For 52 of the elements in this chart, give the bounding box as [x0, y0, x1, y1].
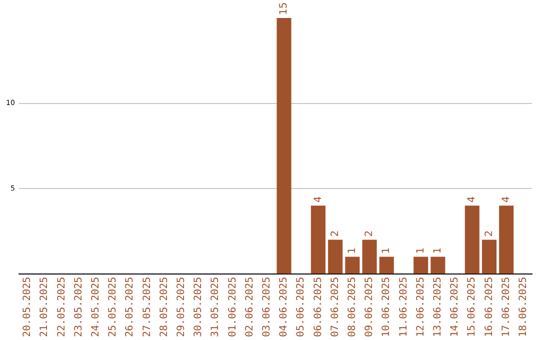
data-label: 1: [381, 247, 392, 254]
x-tick-label: 11.06.2025: [398, 276, 410, 338]
data-label: 1: [415, 247, 426, 254]
bar: [379, 256, 394, 274]
x-tick-label: 05.06.2025: [296, 276, 307, 338]
x-tick-label: 29.05.2025: [176, 276, 187, 338]
x-tick-label: 07.06.2025: [330, 276, 341, 338]
data-label: 4: [500, 196, 512, 203]
x-tick-label: 06.06.2025: [312, 276, 324, 338]
x-tick-label: 16.06.2025: [484, 276, 495, 338]
x-tick-label: 28.05.2025: [158, 276, 170, 338]
x-tick-label: 15.06.2025: [466, 276, 478, 338]
x-tick-label: 23.05.2025: [73, 276, 84, 338]
x-tick-label: 30.05.2025: [193, 276, 204, 338]
x-tick-label: 21.05.2025: [39, 276, 50, 338]
x-tick-label: 04.06.2025: [278, 276, 290, 338]
data-label: 1: [347, 247, 358, 254]
bar: [430, 256, 446, 274]
bar: [276, 18, 292, 274]
x-tick-label: 31.05.2025: [210, 276, 222, 338]
x-tick-label: 12.06.2025: [415, 276, 426, 338]
data-label: 15: [278, 2, 290, 15]
bar: [499, 206, 514, 274]
x-tick-label: 10.06.2025: [381, 276, 392, 338]
x-tick-label: 18.06.2025: [518, 276, 530, 338]
bar: [362, 240, 377, 274]
bar: [328, 240, 343, 274]
bar: [464, 206, 480, 274]
x-tick-label: 27.05.2025: [142, 276, 153, 338]
bar: [482, 240, 497, 274]
data-label: 4: [312, 196, 324, 203]
x-tick-label: 09.06.2025: [364, 276, 376, 338]
bar: [345, 256, 360, 274]
x-tick-label: 08.06.2025: [347, 276, 358, 338]
bar: [414, 256, 428, 274]
x-tick-label: 24.05.2025: [90, 276, 102, 338]
x-tick-label: 13.06.2025: [432, 276, 444, 338]
x-tick-label: 25.05.2025: [108, 276, 119, 338]
x-tick-label: 17.06.2025: [500, 276, 512, 338]
x-tick-label: 14.06.2025: [450, 276, 461, 338]
x-tick-label: 03.06.2025: [261, 276, 272, 338]
data-label: 2: [484, 230, 495, 237]
x-tick-label: 26.05.2025: [124, 276, 136, 338]
x-tick-label: 22.05.2025: [56, 276, 68, 338]
data-label: 2: [364, 230, 376, 237]
x-tick-label: 02.06.2025: [244, 276, 256, 338]
data-label: 1: [432, 247, 444, 254]
data-label: 4: [466, 196, 478, 203]
x-tick-label: 01.06.2025: [227, 276, 238, 338]
data-label: 2: [330, 230, 341, 237]
x-tick-label: 20.05.2025: [22, 276, 34, 338]
bar: [310, 206, 326, 274]
